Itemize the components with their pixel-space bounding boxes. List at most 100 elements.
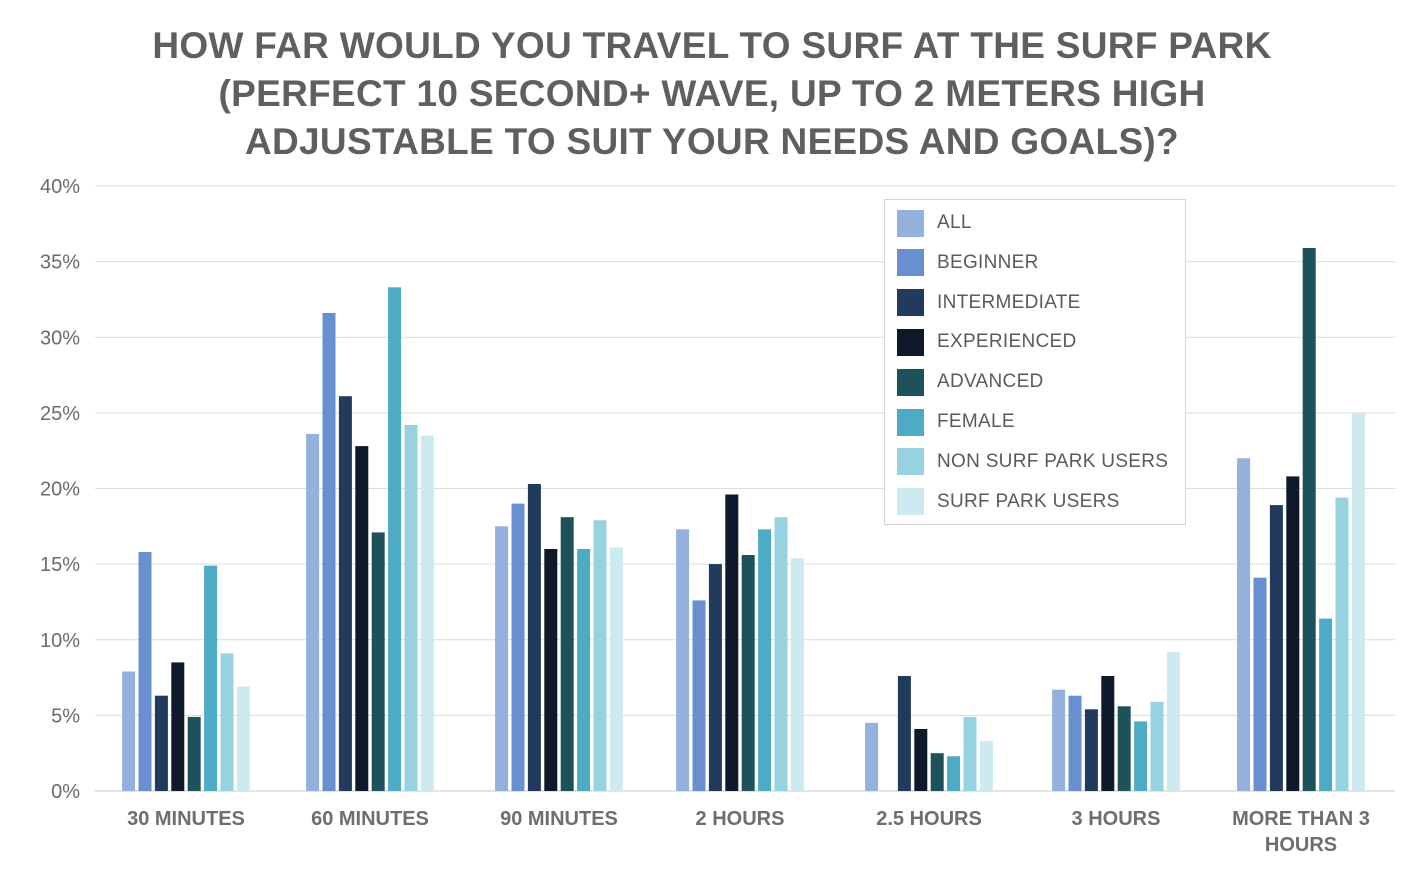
y-tick-label: 25% [40,403,80,425]
bar [593,520,607,791]
chart-title-line-3: ADJUSTABLE TO SUIT YOUR NEEDS AND GOALS)… [245,121,1179,162]
legend-label: ALL [937,212,972,233]
bar [1351,412,1365,791]
legend-item: ALL [897,209,972,237]
bar [1117,706,1131,791]
bar [1286,476,1300,791]
bar [914,729,928,791]
bar [187,716,201,791]
y-tick-label: 0% [51,781,80,803]
bar [1335,497,1349,791]
legend-label: INTERMEDIATE [937,291,1081,313]
legend-swatch [897,209,924,237]
y-tick-label: 15% [40,554,80,576]
bar [1101,676,1115,791]
legend-item: SURF PARK USERS [897,488,1120,516]
bar [774,517,788,791]
y-tick-label: 5% [51,705,80,727]
bar [138,552,152,791]
bar [171,662,185,791]
legend: ALL BEGINNER INTERMEDIATE EXPERIENCED ADVANC… [884,199,1186,525]
legend-item: NON SURF PARK USERS [897,448,1168,476]
bar [676,529,690,791]
bar [1269,505,1283,791]
legend-label: ADVANCED [937,371,1044,393]
bar [527,484,541,791]
legend-item: FEMALE [897,408,1015,436]
bar [1253,577,1267,791]
bar [355,446,369,791]
x-category-label: 3 HOURS [1072,808,1161,830]
y-tick-label: 20% [40,479,80,501]
legend-swatch [897,328,924,356]
bar [758,529,772,791]
bar [322,313,336,791]
x-category-label: MORE THAN 3 HOURS [1232,808,1370,856]
bar [692,600,706,791]
legend-label: NON SURF PARK USERS [937,450,1169,472]
bar [741,555,755,791]
legend-swatch [897,368,924,396]
bar [122,671,136,791]
bar [420,435,434,791]
legend-swatch [897,488,924,516]
bar [1150,701,1164,791]
legend-label: BEGINNER [937,251,1039,273]
bar [154,695,168,791]
bar [963,716,977,791]
bar [708,564,722,791]
bar [1084,709,1098,791]
x-category-label: 2 HOURS [696,808,785,830]
legend-item: EXPERIENCED [897,328,1077,356]
bar [511,503,525,791]
y-tick-label: 30% [40,327,80,349]
y-tick-label: 35% [40,252,80,274]
bar [388,287,402,791]
y-axis-ticks: 0% 5% 10% 15% 20% 25% 30% 35% 40% [40,176,80,803]
x-category-label: 30 MINUTES [127,808,245,830]
bar [609,547,623,791]
bar [338,396,352,791]
bar [947,756,961,791]
bar [544,549,558,791]
bar [204,565,218,791]
legend-label: SURF PARK USERS [937,490,1120,512]
x-axis-categories: 30 MINUTES 60 MINUTES 90 MINUTES 2 HOURS 2.5… [127,808,1370,856]
bar [1237,458,1251,792]
legend-swatch [897,408,924,436]
bar [1134,721,1148,791]
bars [122,248,1365,792]
legend-item: INTERMEDIATE [897,289,1081,317]
chart-title: HOW FAR WOULD YOU TRAVEL TO SURF AT THE … [0,22,1424,166]
bar [220,653,234,791]
y-tick-label: 40% [40,176,80,198]
x-category-label: 60 MINUTES [311,808,429,830]
x-category-label: 90 MINUTES [500,808,618,830]
bar [865,722,879,791]
y-tick-label: 10% [40,630,80,652]
bar [560,517,574,791]
chart-title-line-2: (PERFECT 10 SECOND+ WAVE, UP TO 2 METERS… [218,73,1206,114]
x-category-label: 2.5 HOURS [876,808,982,830]
bar [1319,618,1333,791]
bar [725,494,739,791]
legend-swatch [897,249,924,277]
bar [897,676,911,791]
bar [790,558,804,791]
legend-item: BEGINNER [897,249,1039,277]
bar [930,753,944,791]
bar [577,549,591,791]
legend-label: FEMALE [937,411,1015,432]
bar [1302,248,1316,791]
bar [306,434,320,791]
bar [371,532,385,791]
bar [495,526,509,791]
bar [979,741,993,791]
legend-item: ADVANCED [897,368,1044,396]
legend-label: EXPERIENCED [937,331,1077,353]
bar [1166,651,1180,791]
legend-swatch [897,448,924,476]
bar [1068,695,1082,791]
chart-title-line-1: HOW FAR WOULD YOU TRAVEL TO SURF AT THE … [152,25,1272,66]
